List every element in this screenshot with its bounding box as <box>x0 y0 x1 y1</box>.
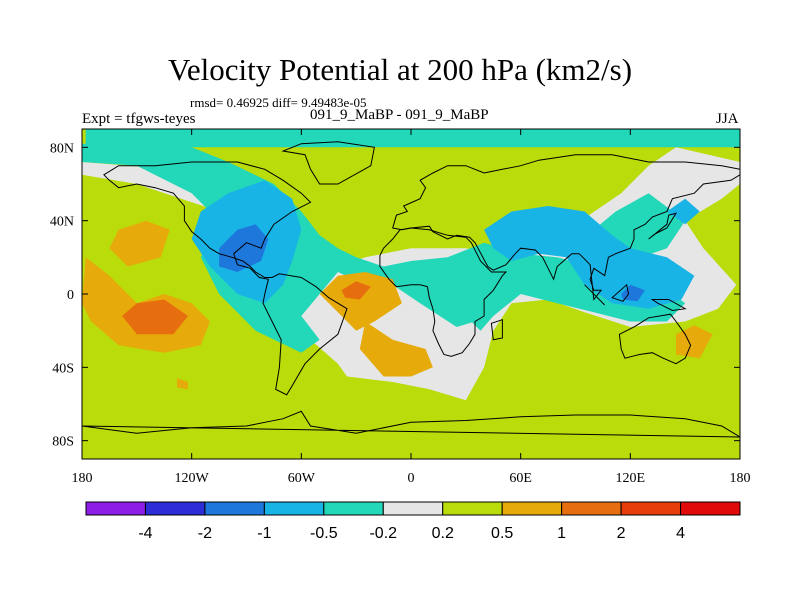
colorbar-swatch <box>680 501 741 516</box>
colorbar-label: -1 <box>257 525 271 542</box>
colorbar-label: 0.2 <box>432 525 454 542</box>
contour-yellowAtlantic-1 <box>359 321 433 377</box>
x-tick-label: 60E <box>509 471 532 486</box>
plot-area <box>82 129 740 459</box>
coastline-1 <box>392 154 740 301</box>
colorbar-swatch <box>442 501 503 516</box>
contour-teal-2 <box>85 129 740 148</box>
x-tick-label: 120E <box>616 471 646 486</box>
colorbar-label: 4 <box>676 525 685 542</box>
colorbar-label: -2 <box>198 525 212 542</box>
coastline-5 <box>281 141 375 185</box>
contour-yellowAtlantic-0 <box>319 272 402 331</box>
coastline-6 <box>490 319 503 341</box>
x-tick-label: 60W <box>288 471 316 486</box>
colorbar-label: -4 <box>138 525 152 542</box>
coastline-9 <box>611 283 630 302</box>
contour-teal-1 <box>465 308 494 331</box>
coastlines <box>82 141 740 438</box>
colorbar-swatch <box>561 501 622 516</box>
x-tick-label: 180 <box>730 471 751 486</box>
colorbar-label: 1 <box>557 525 566 542</box>
y-tick-label: 40S <box>52 361 74 376</box>
stats-label: rmsd= 0.46925 diff= 9.49483e-05 <box>190 95 367 110</box>
comparison-label: 091_9_MaBP - 091_9_MaBP <box>310 107 489 123</box>
colorbar-swatch <box>85 501 146 516</box>
x-tick-label: 180 <box>72 471 93 486</box>
colorbar-label: 0.5 <box>491 525 513 542</box>
y-tick-label: 80N <box>50 141 74 156</box>
coastline-7 <box>648 212 678 240</box>
contour-blueDark-0 <box>219 224 269 272</box>
coastline-2 <box>379 227 508 357</box>
contour-blueLight-2 <box>666 198 700 225</box>
colorbar-swatch <box>263 501 325 516</box>
axes: 180 120W 60W 0 60E 120E 180 80N 40N 0 40S 80S <box>50 129 751 486</box>
colorbar-swatch <box>501 501 563 516</box>
experiment-label: Expt = tfgws-teyes <box>82 111 196 127</box>
colorbar-label: -0.5 <box>310 525 338 542</box>
x-tick-label: 0 <box>408 471 415 486</box>
colorbar: -4 -2 -1 -0.5 -0.2 0.2 0.5 1 2 4 <box>85 501 741 542</box>
y-tick-label: 40N <box>50 215 74 230</box>
x-tick-label: 120W <box>175 471 210 486</box>
coastline-3 <box>618 313 692 365</box>
contour-yellowPacific-2 <box>177 378 188 390</box>
colorbar-label: 2 <box>617 525 626 542</box>
y-tick-label: 0 <box>67 288 74 303</box>
coastline-0 <box>103 161 348 396</box>
season-label: JJA <box>716 111 739 127</box>
colorbar-swatch <box>144 501 206 516</box>
colorbar-swatch <box>382 501 444 516</box>
colorbar-swatch <box>323 501 384 516</box>
coastline-8 <box>584 284 606 306</box>
contour-orangeAtlantic-0 <box>341 281 371 300</box>
colorbar-label: -0.2 <box>369 525 397 542</box>
contour-yellowPacific-1 <box>109 220 170 267</box>
colorbar-swatch <box>620 501 682 516</box>
coastline-4 <box>82 410 740 438</box>
colorbar-swatch <box>204 501 265 516</box>
chart-title: Velocity Potential at 200 hPa (km2/s) <box>167 52 633 87</box>
contour-blueLight-1 <box>484 206 695 309</box>
y-tick-label: 80S <box>52 435 74 450</box>
contour-orangePacific-0 <box>122 299 188 335</box>
coastline-10 <box>650 299 687 312</box>
